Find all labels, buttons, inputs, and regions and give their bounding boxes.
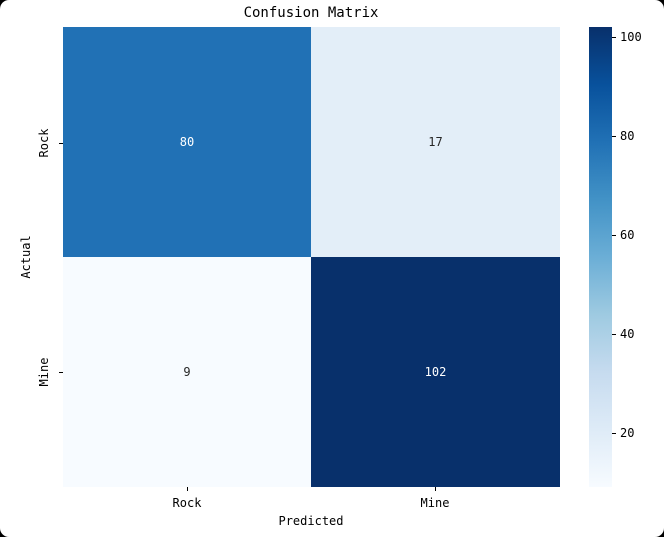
y-tick-mark	[59, 372, 63, 373]
y-tick-label-rock: Rock	[37, 128, 51, 158]
x-tick-mark	[187, 487, 188, 491]
cell-value: 102	[424, 365, 447, 379]
x-axis-label: Predicted	[278, 514, 344, 528]
y-axis-label: Actual	[19, 235, 33, 279]
colorbar-tick-mark	[612, 235, 616, 236]
cell-value: 80	[179, 135, 195, 149]
cell-actual-mine-pred-rock: 9	[63, 257, 311, 487]
colorbar-tick-label-100: 100	[620, 30, 642, 44]
cell-actual-rock-pred-mine: 17	[311, 27, 560, 257]
x-tick-label-mine: Mine	[420, 496, 450, 510]
cell-actual-rock-pred-rock: 80	[63, 27, 311, 257]
colorbar-tick-label-40: 40	[620, 327, 635, 341]
x-tick-mark	[435, 487, 436, 491]
colorbar-tick-label-80: 80	[620, 129, 635, 143]
colorbar	[589, 27, 612, 487]
confusion-matrix-heatmap: 80 17 9 102	[63, 27, 560, 487]
colorbar-tick-label-60: 60	[620, 228, 635, 242]
colorbar-tick-mark	[612, 37, 616, 38]
y-tick-label-mine: Mine	[37, 357, 51, 387]
cell-value: 17	[428, 135, 443, 149]
colorbar-tick-mark	[612, 136, 616, 137]
y-tick-mark	[59, 143, 63, 144]
cell-value: 9	[183, 365, 191, 379]
colorbar-tick-mark	[612, 334, 616, 335]
cell-actual-mine-pred-mine: 102	[311, 257, 560, 487]
colorbar-tick-label-20: 20	[620, 426, 635, 440]
chart-title: Confusion Matrix	[243, 5, 379, 21]
colorbar-tick-mark	[612, 433, 616, 434]
x-tick-label-rock: Rock	[172, 496, 202, 510]
